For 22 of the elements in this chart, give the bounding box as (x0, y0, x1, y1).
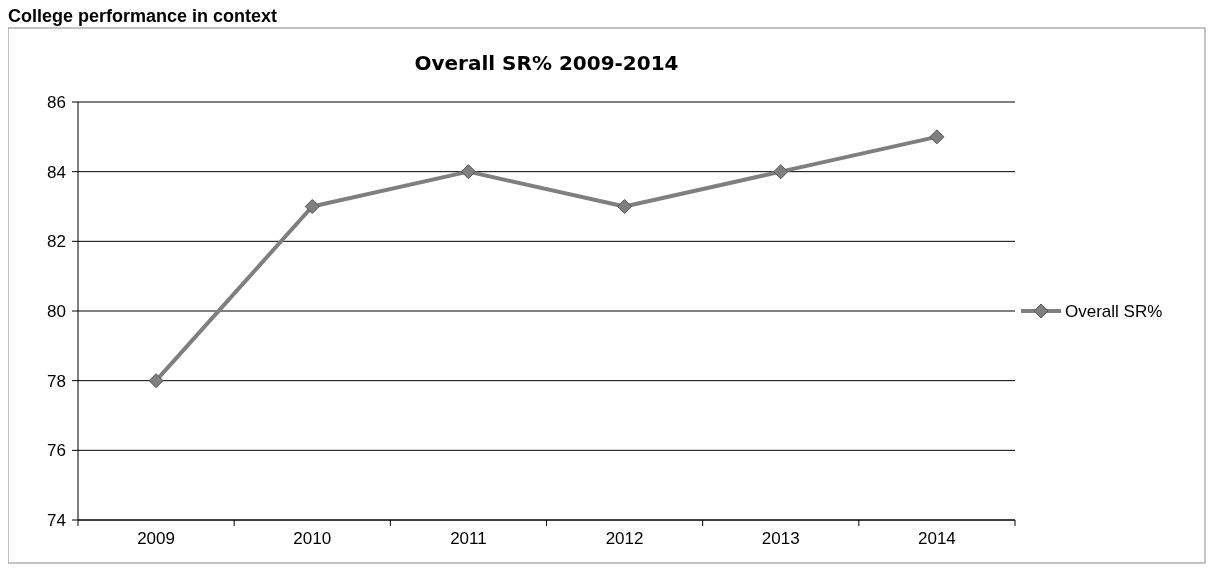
x-tick-label: 2009 (137, 529, 175, 548)
x-tick-label: 2014 (918, 529, 956, 548)
legend-label: Overall SR% (1065, 301, 1163, 321)
x-tick-label: 2013 (761, 529, 800, 548)
y-tick-label: 84 (47, 162, 66, 182)
point (773, 164, 789, 180)
y-tick-label: 82 (47, 232, 66, 252)
x-tick-label: 2010 (293, 529, 332, 548)
y-tick-label: 78 (47, 371, 66, 391)
y-tick-label: 86 (47, 92, 66, 112)
point (929, 129, 945, 145)
point (148, 373, 164, 389)
point (304, 199, 320, 214)
point (460, 164, 476, 180)
y-tick-label: 76 (47, 441, 66, 461)
x-tick-label: 2011 (450, 529, 487, 548)
y-tick-label: 74 (47, 510, 66, 530)
y-tick-label: 80 (47, 301, 66, 321)
chart-title: Overall SR% 2009-2014 (414, 51, 679, 75)
point (617, 199, 633, 214)
text: College performance in context (8, 6, 278, 26)
x-tick-label: 2012 (605, 529, 644, 548)
